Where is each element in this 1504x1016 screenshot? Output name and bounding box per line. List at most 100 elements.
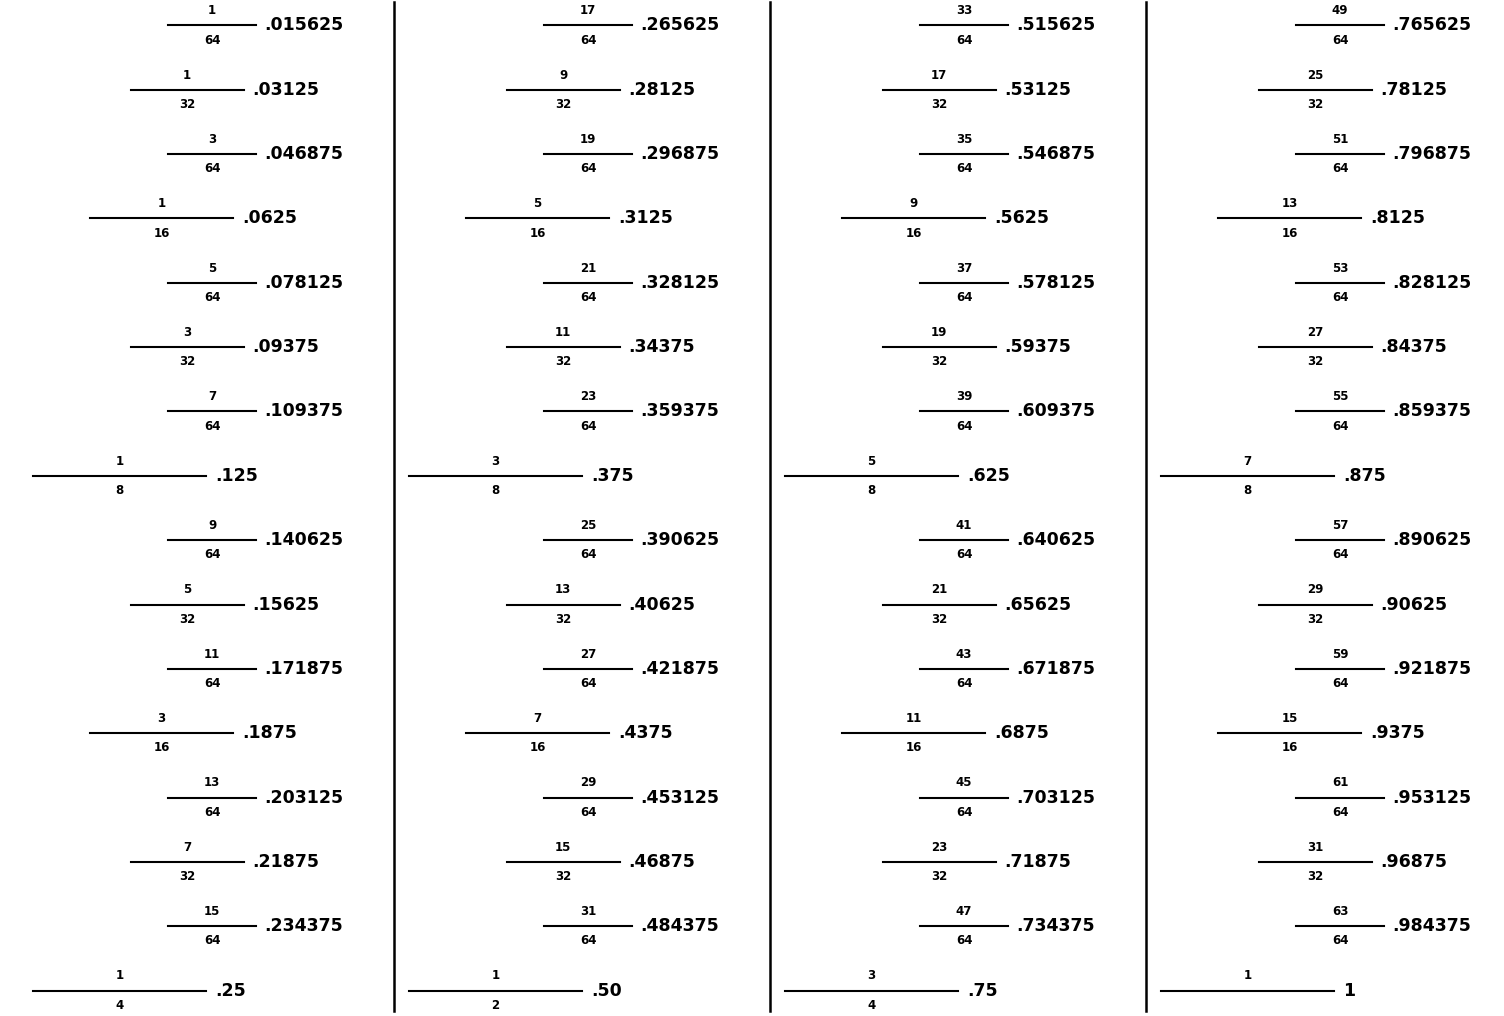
Text: 59: 59 [1333, 648, 1348, 660]
Text: .59375: .59375 [1005, 338, 1071, 357]
Text: 13: 13 [555, 583, 572, 596]
Text: .6875: .6875 [994, 724, 1048, 743]
Text: 41: 41 [957, 519, 972, 532]
Text: 7: 7 [534, 712, 541, 725]
Text: 64: 64 [1333, 677, 1348, 690]
Text: .765625: .765625 [1393, 16, 1472, 35]
Text: .640625: .640625 [1017, 531, 1096, 550]
Text: .328125: .328125 [641, 273, 720, 292]
Text: .46875: .46875 [629, 852, 695, 871]
Text: 2: 2 [492, 999, 499, 1012]
Text: 32: 32 [179, 356, 196, 368]
Text: 3: 3 [208, 133, 217, 146]
Text: 1: 1 [492, 969, 499, 982]
Text: 27: 27 [581, 648, 596, 660]
Text: 64: 64 [205, 291, 220, 304]
Text: 64: 64 [205, 935, 220, 947]
Text: 57: 57 [1333, 519, 1348, 532]
Text: 32: 32 [931, 98, 948, 111]
Text: 64: 64 [1333, 806, 1348, 819]
Text: .84375: .84375 [1381, 338, 1447, 357]
Text: 64: 64 [581, 163, 596, 175]
Text: 1: 1 [1343, 981, 1355, 1000]
Text: 32: 32 [179, 613, 196, 626]
Text: 32: 32 [179, 870, 196, 883]
Text: 16: 16 [905, 227, 922, 240]
Text: .046875: .046875 [265, 145, 344, 164]
Text: 7: 7 [183, 841, 191, 853]
Text: .203125: .203125 [265, 788, 344, 807]
Text: 1: 1 [158, 197, 165, 210]
Text: 25: 25 [581, 519, 596, 532]
Text: 17: 17 [581, 4, 596, 17]
Text: 32: 32 [1307, 870, 1324, 883]
Text: 47: 47 [957, 905, 972, 918]
Text: .875: .875 [1343, 466, 1385, 485]
Text: 51: 51 [1333, 133, 1348, 146]
Text: 3: 3 [158, 712, 165, 725]
Text: 64: 64 [1333, 34, 1348, 47]
Text: 32: 32 [555, 98, 572, 111]
Text: 64: 64 [957, 34, 972, 47]
Text: .96875: .96875 [1381, 852, 1448, 871]
Text: .515625: .515625 [1017, 16, 1096, 35]
Text: 64: 64 [1333, 420, 1348, 433]
Text: 8: 8 [1244, 484, 1251, 497]
Text: .890625: .890625 [1393, 531, 1472, 550]
Text: 32: 32 [931, 870, 948, 883]
Text: .0625: .0625 [242, 209, 298, 228]
Text: 9: 9 [208, 519, 217, 532]
Text: 13: 13 [205, 776, 220, 789]
Text: .5625: .5625 [994, 209, 1050, 228]
Text: .484375: .484375 [641, 917, 719, 936]
Text: 21: 21 [931, 583, 948, 596]
Text: 11: 11 [205, 648, 220, 660]
Text: 1: 1 [116, 455, 123, 467]
Text: .125: .125 [215, 466, 259, 485]
Text: 15: 15 [555, 841, 572, 853]
Text: 4: 4 [868, 999, 875, 1012]
Text: 64: 64 [957, 677, 972, 690]
Text: .953125: .953125 [1393, 788, 1472, 807]
Text: 16: 16 [529, 742, 546, 754]
Text: .703125: .703125 [1017, 788, 1096, 807]
Text: .390625: .390625 [641, 531, 720, 550]
Text: 33: 33 [957, 4, 972, 17]
Text: .671875: .671875 [1017, 659, 1096, 678]
Text: .796875: .796875 [1393, 145, 1472, 164]
Text: 5: 5 [534, 197, 541, 210]
Text: 32: 32 [931, 356, 948, 368]
Text: 64: 64 [1333, 163, 1348, 175]
Text: .859375: .859375 [1393, 402, 1472, 421]
Text: .546875: .546875 [1017, 145, 1096, 164]
Text: 32: 32 [555, 613, 572, 626]
Text: 5: 5 [208, 262, 217, 274]
Text: .25: .25 [215, 981, 245, 1000]
Text: 16: 16 [529, 227, 546, 240]
Text: .15625: .15625 [253, 595, 320, 614]
Text: .109375: .109375 [265, 402, 344, 421]
Text: 19: 19 [931, 326, 948, 339]
Text: 64: 64 [957, 291, 972, 304]
Text: 63: 63 [1333, 905, 1348, 918]
Text: 64: 64 [205, 806, 220, 819]
Text: 37: 37 [957, 262, 972, 274]
Text: .4375: .4375 [618, 724, 672, 743]
Text: .09375: .09375 [253, 338, 319, 357]
Text: .984375: .984375 [1393, 917, 1471, 936]
Text: 8: 8 [492, 484, 499, 497]
Text: .359375: .359375 [641, 402, 719, 421]
Text: 7: 7 [208, 390, 217, 403]
Text: 32: 32 [1307, 98, 1324, 111]
Text: 61: 61 [1333, 776, 1348, 789]
Text: 16: 16 [1281, 227, 1298, 240]
Text: 4: 4 [116, 999, 123, 1012]
Text: 64: 64 [1333, 549, 1348, 561]
Text: 64: 64 [957, 935, 972, 947]
Text: 25: 25 [1307, 69, 1324, 81]
Text: 64: 64 [581, 935, 596, 947]
Text: .1875: .1875 [242, 724, 296, 743]
Text: .625: .625 [967, 466, 1011, 485]
Text: 27: 27 [1307, 326, 1324, 339]
Text: 64: 64 [205, 420, 220, 433]
